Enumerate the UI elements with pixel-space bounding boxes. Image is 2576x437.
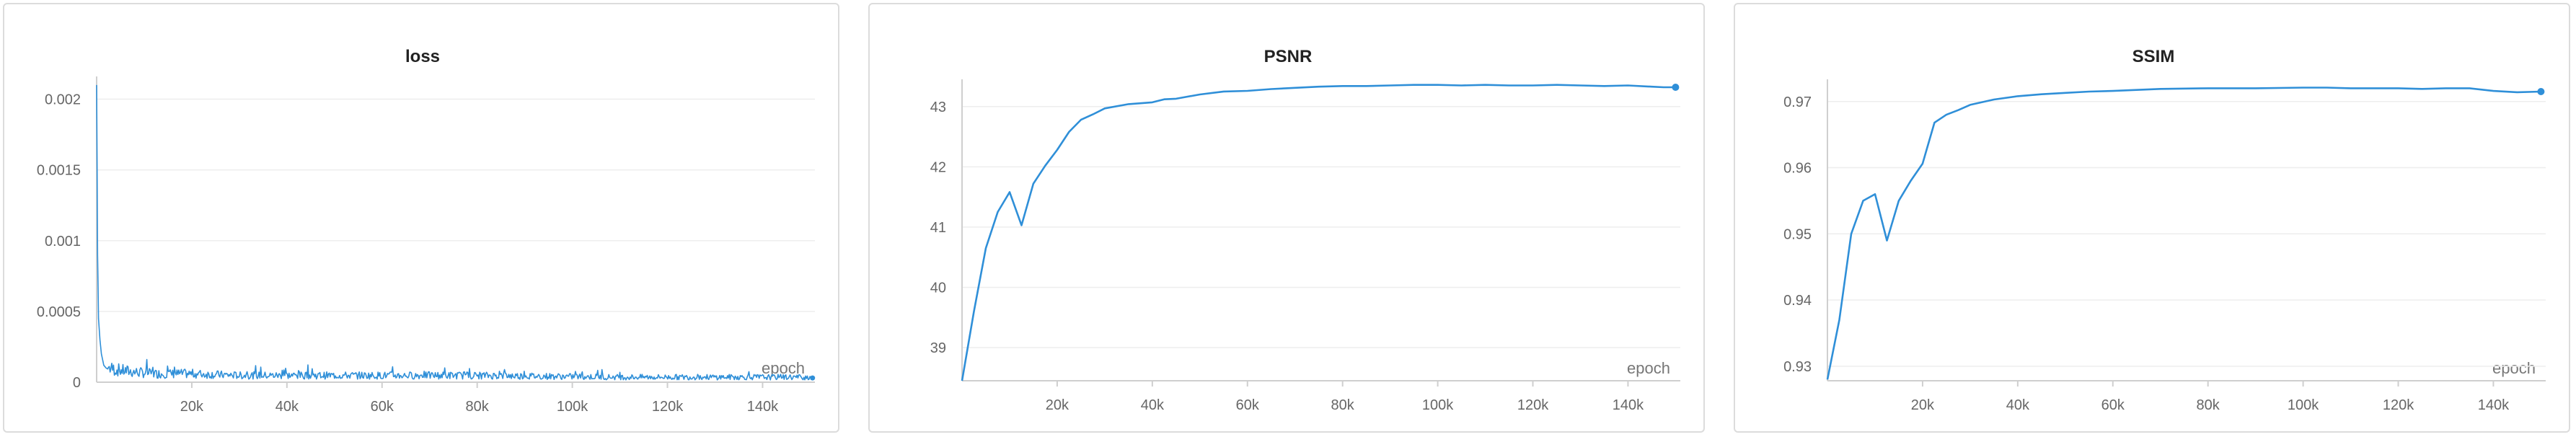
x-tick-label: 60k	[2101, 397, 2125, 413]
chart-panel-ssim[interactable]: SSIM epoch 0.93 0.94 0.95 0.96 0.97 20k 40k 60k…	[1734, 3, 2570, 433]
x-tick-label: 20k	[1911, 397, 1935, 413]
chart-title: SSIM	[2132, 47, 2175, 66]
chart-title: loss	[405, 47, 440, 66]
chart-panel-loss[interactable]: loss epoch 0 0.0005 0.001 0.0015 0.002 20k 40k…	[3, 3, 839, 433]
series-end-point[interactable]	[2537, 88, 2545, 96]
y-tick-label: 0.002	[45, 92, 81, 108]
x-tick-label: 20k	[180, 399, 204, 415]
x-tick-label: 100k	[1422, 397, 1454, 413]
series-line[interactable]	[961, 84, 1676, 381]
y-tick-label: 39	[930, 340, 946, 356]
y-tick-label: 0.96	[1783, 161, 1812, 177]
x-tick-label: 100k	[557, 399, 588, 415]
y-tick-label: 0.001	[45, 234, 81, 250]
chart-title: PSNR	[1264, 47, 1313, 66]
series-line[interactable]	[1826, 87, 2541, 380]
y-tick-label: 0.94	[1783, 293, 1812, 309]
y-tick-label: 0	[73, 375, 81, 391]
y-tick-label: 40	[930, 280, 946, 296]
x-axis-label: epoch	[1627, 359, 1670, 377]
x-tick-label: 40k	[1141, 397, 1165, 413]
chart-svg-psnr: PSNR epoch 39 40 41 42 43 20k 40k 60k 80k 100k 120…	[930, 47, 1680, 413]
x-tick-label: 140k	[2478, 397, 2510, 413]
x-tick-label: 80k	[1331, 397, 1355, 413]
y-tick-label: 0.93	[1783, 359, 1812, 375]
x-tick-label: 80k	[466, 399, 490, 415]
x-axis-label: epoch	[2492, 359, 2536, 377]
chart-svg-ssim: SSIM epoch 0.93 0.94 0.95 0.96 0.97 20k 40k 60k…	[1783, 47, 2546, 413]
x-tick-label: 40k	[275, 399, 299, 415]
x-tick-label: 60k	[371, 399, 394, 415]
series-end-point[interactable]	[810, 375, 816, 381]
y-tick-label: 41	[930, 220, 946, 236]
x-tick-label: 60k	[1236, 397, 1260, 413]
y-tick-label: 42	[930, 159, 946, 175]
series-line[interactable]	[96, 84, 813, 381]
x-tick-label: 120k	[2383, 397, 2414, 413]
x-tick-label: 120k	[652, 399, 684, 415]
x-tick-label: 80k	[2197, 397, 2220, 413]
x-tick-label: 120k	[1517, 397, 1549, 413]
x-tick-label: 20k	[1046, 397, 1069, 413]
y-tick-label: 0.0005	[37, 304, 81, 320]
y-tick-label: 0.97	[1783, 94, 1812, 110]
y-tick-label: 43	[930, 100, 946, 115]
y-tick-label: 0.0015	[37, 163, 81, 179]
series-end-point[interactable]	[1672, 84, 1680, 92]
chart-panel-psnr[interactable]: PSNR epoch 39 40 41 42 43 20k 40k 60k 80k 100k 120…	[868, 3, 1705, 433]
x-tick-label: 140k	[1613, 397, 1644, 413]
x-tick-label: 40k	[2006, 397, 2030, 413]
y-tick-label: 0.95	[1783, 226, 1812, 242]
x-tick-label: 100k	[2288, 397, 2319, 413]
x-tick-label: 140k	[747, 399, 779, 415]
